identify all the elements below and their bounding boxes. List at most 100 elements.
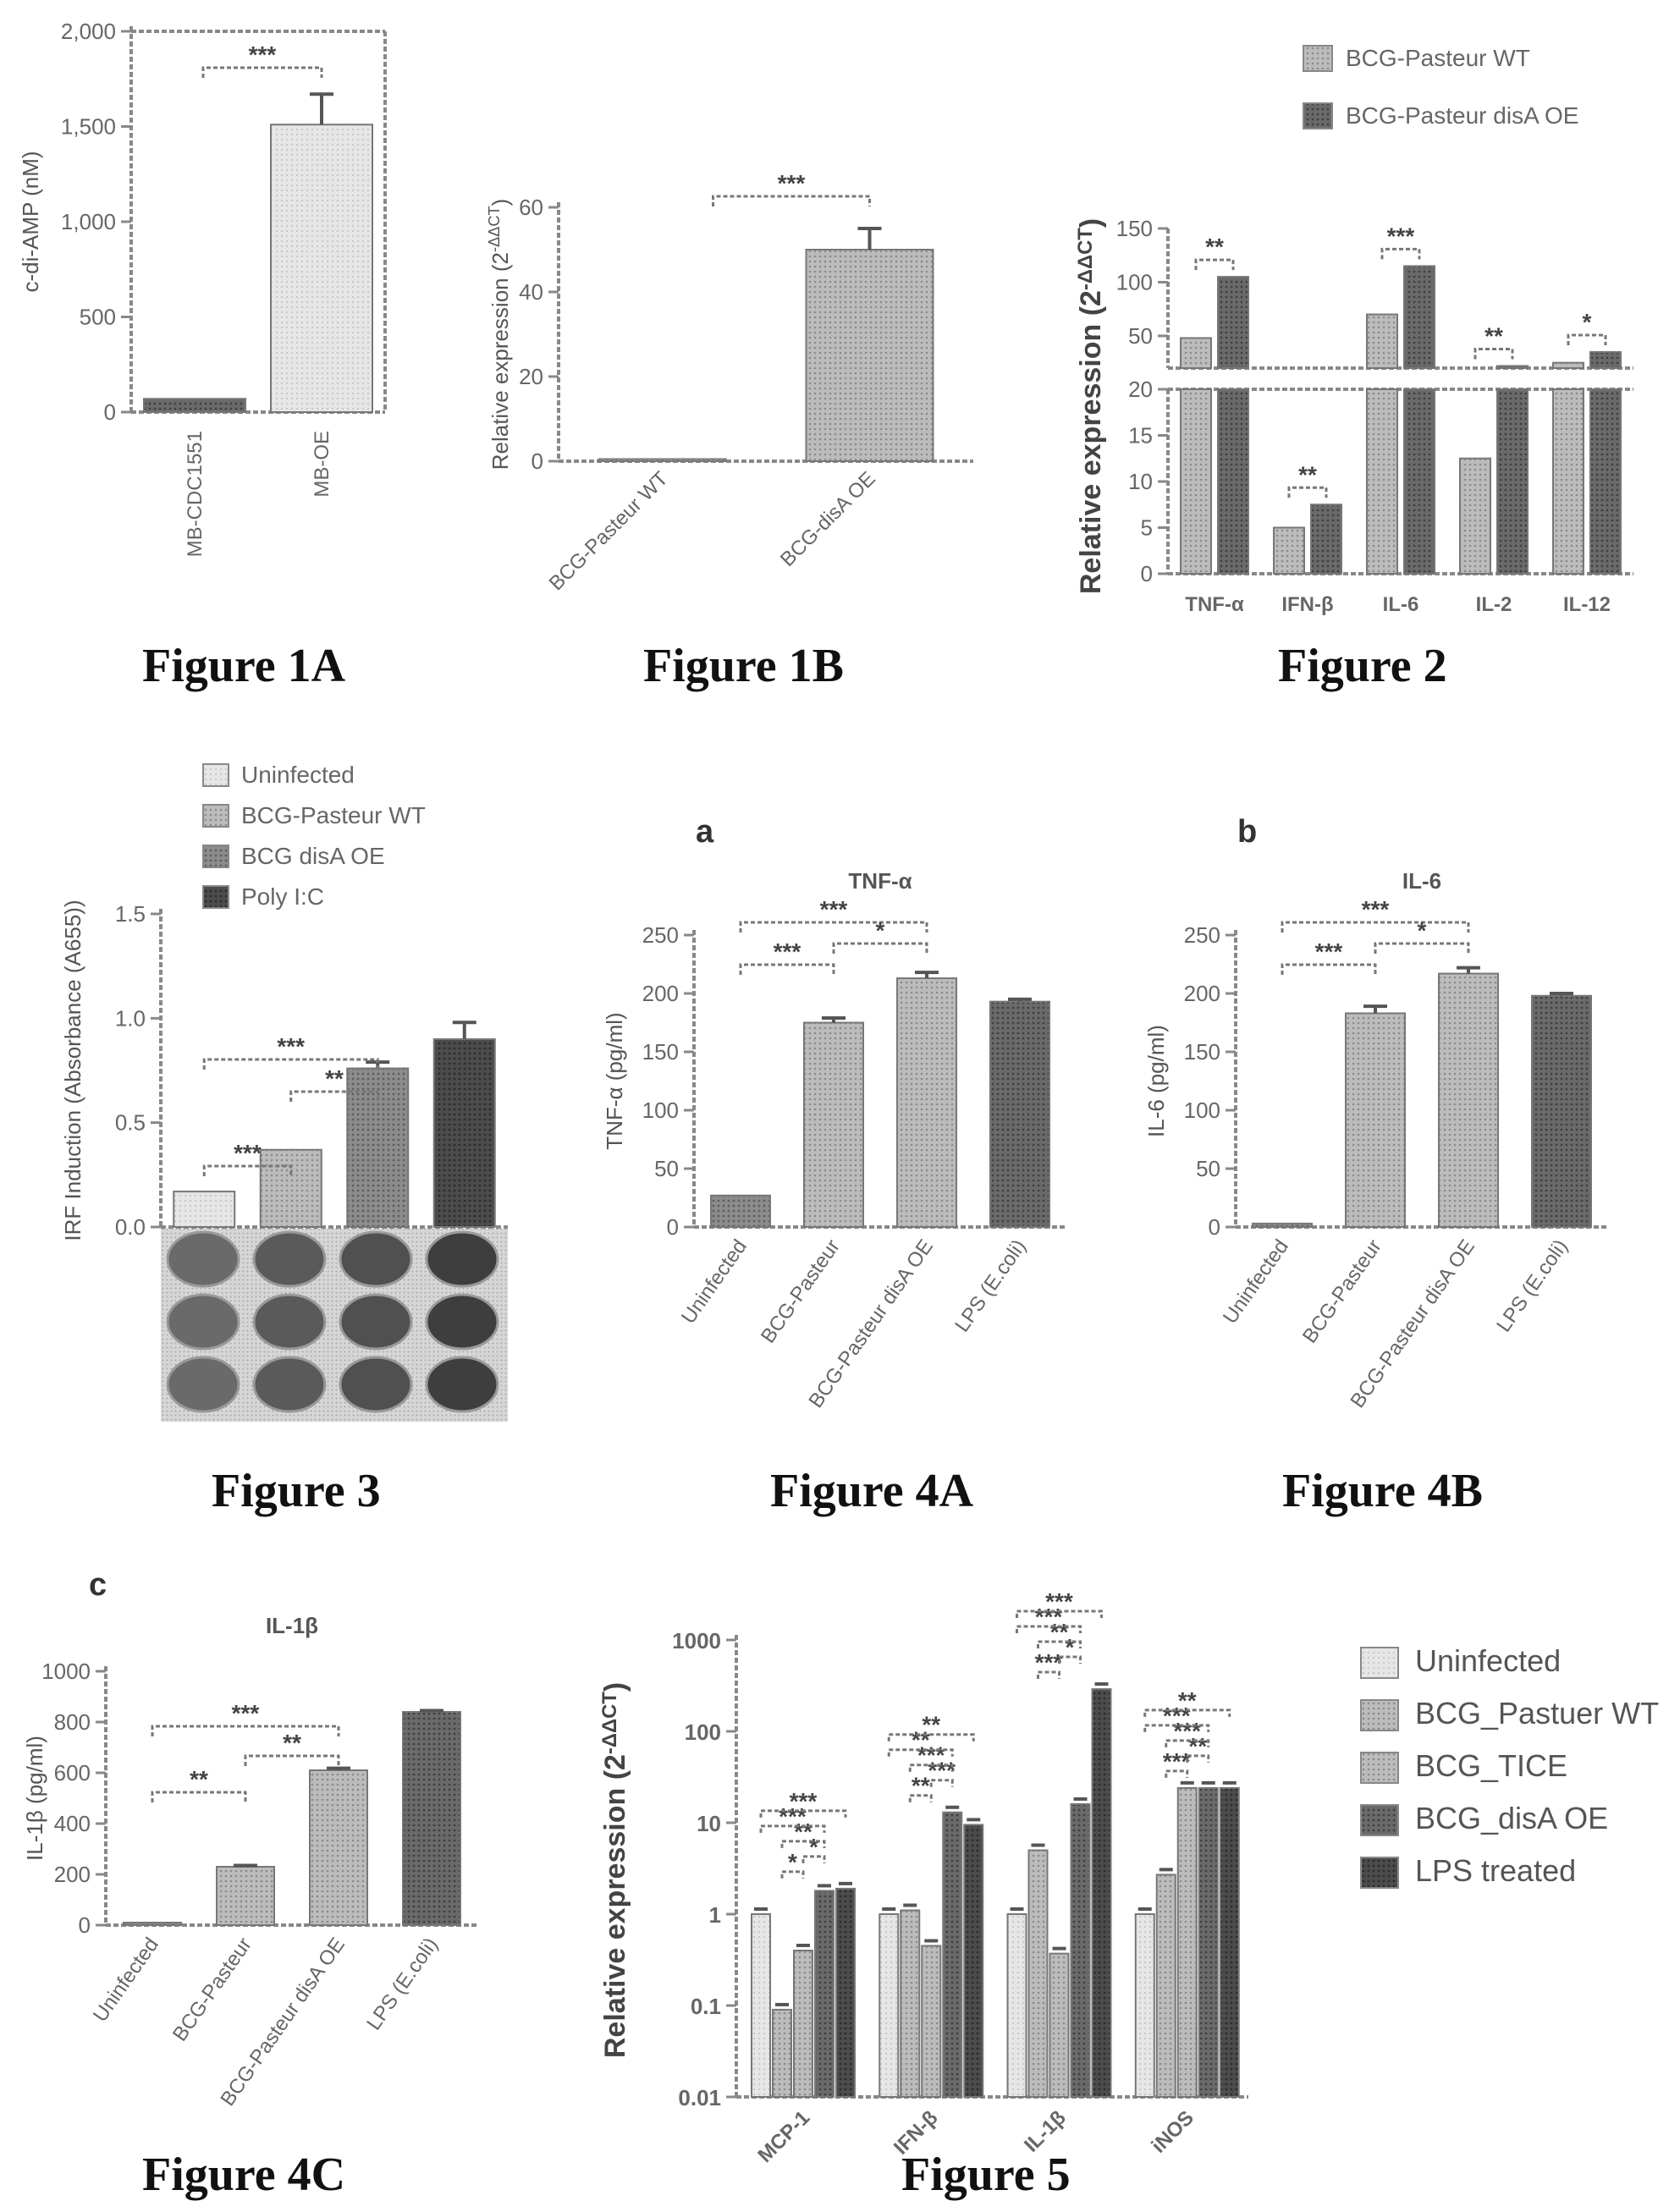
- significance-bracket: [887, 1748, 954, 1757]
- bar: [710, 1194, 771, 1228]
- category-label: IFN-β: [1281, 593, 1333, 616]
- well-plate-image: [161, 1229, 508, 1422]
- chart-fig4a: 0 50 100 150 200 250 TNF-α (pg/ml) TNF-α Uninfec…: [602, 868, 1066, 1412]
- category-label: BCG-Pasteur: [757, 1235, 845, 1347]
- legend-label: BCG_disA OE: [1415, 1801, 1608, 1835]
- y-axis-label: Relative expression (2-ΔΔCT): [486, 199, 513, 470]
- legend-label: BCG_TICE: [1415, 1748, 1567, 1783]
- category-label: iNOS: [1147, 2106, 1198, 2158]
- y-tick-label: 50: [1196, 1156, 1220, 1181]
- bar: [216, 1866, 275, 1926]
- category-label: BCG-Pasteur: [168, 1934, 256, 2045]
- y-tick-label: 2,000: [61, 19, 116, 44]
- y-axis-label: TNF-α (pg/ml): [602, 1012, 627, 1149]
- category-label: Uninfected: [677, 1235, 752, 1328]
- legend-swatch: [1360, 1857, 1399, 1889]
- significance-bracket: [712, 195, 871, 206]
- bar: [123, 1922, 182, 1926]
- category-label: MB-CDC1551: [184, 431, 207, 557]
- y-tick-label: 50: [654, 1156, 679, 1181]
- significance-label: ***: [917, 1742, 945, 1769]
- bar: [598, 458, 727, 462]
- significance-bracket: [887, 1733, 975, 1742]
- caption-fig5: Figure 5: [901, 2149, 1071, 2201]
- significance-bracket: [739, 963, 835, 975]
- y-tick-label: 200: [642, 981, 679, 1006]
- legend-swatch: [202, 804, 229, 828]
- y-tick-label: 0: [667, 1214, 679, 1240]
- significance-label: **: [1298, 461, 1317, 487]
- significance-label: **: [912, 1773, 930, 1799]
- legend-label: BCG-Pasteur WT: [241, 802, 426, 828]
- bar: [309, 1769, 368, 1926]
- significance-bracket: [832, 942, 928, 954]
- bar: [1091, 1688, 1112, 2099]
- significance-label: *: [1418, 917, 1427, 944]
- significance-bracket: [1143, 1709, 1231, 1717]
- bar: [1403, 265, 1435, 369]
- legend-swatch: [1360, 1647, 1399, 1679]
- bar: [143, 398, 246, 413]
- significance-bracket: [1165, 1739, 1210, 1747]
- legend-swatch: [1303, 45, 1333, 72]
- significance-label: ***: [1163, 1703, 1191, 1729]
- legend-swatch: [1360, 1699, 1399, 1731]
- y-tick-label: 0.01: [678, 2085, 721, 2110]
- significance-bracket: [1473, 347, 1514, 360]
- bar: [270, 124, 373, 413]
- legend-label: BCG_Pastuer WT: [1415, 1696, 1659, 1731]
- significance-bracket: [1037, 1670, 1060, 1680]
- category-label: MCP-1: [753, 2106, 814, 2167]
- significance-label: **: [1178, 1687, 1197, 1714]
- significance-bracket: [780, 1840, 826, 1848]
- bar: [1217, 276, 1249, 369]
- well: [166, 1356, 240, 1413]
- y-axis-label: IL-1β (pg/ml): [22, 1736, 47, 1861]
- bar: [1403, 388, 1435, 575]
- category-label: Uninfected: [89, 1934, 163, 2026]
- bar: [921, 1945, 942, 2099]
- chart-fig4c: 0 200 400 600 800 1000 IL-1β (pg/ml) IL-1β Uninf…: [22, 1613, 478, 2110]
- bar: [942, 1811, 963, 2098]
- y-tick-label: 15: [1128, 423, 1153, 448]
- significance-label: ***: [928, 1758, 956, 1784]
- y-tick-label: 1,500: [61, 114, 116, 140]
- well: [339, 1230, 413, 1288]
- significance-label: ***: [1163, 1748, 1191, 1775]
- bar: [1176, 1786, 1198, 2099]
- panel-letter-b: b: [1237, 814, 1257, 850]
- y-tick-label: 500: [80, 305, 116, 330]
- caption-fig1b: Figure 1B: [643, 640, 844, 692]
- legend-label: BCG disA OE: [241, 843, 385, 869]
- y-tick-label: 100: [642, 1098, 679, 1123]
- chart-fig5: 0.01 0.1 1 10 100 1000 Relative expression (2-…: [598, 1588, 1659, 2167]
- bar: [1531, 994, 1592, 1228]
- chart-fig4b: 0 50 100 150 200 250 IL-6 (pg/ml) IL-6 Uninfecte…: [1143, 868, 1608, 1412]
- bar: [751, 1913, 771, 2098]
- y-axis-label: c-di-AMP (nM): [18, 151, 43, 292]
- caption-fig3: Figure 3: [212, 1465, 381, 1517]
- y-tick-label: 1000: [41, 1659, 91, 1684]
- category-label: IL-12: [1563, 593, 1611, 616]
- significance-label: ***: [1362, 896, 1390, 922]
- bar: [1438, 972, 1499, 1229]
- bar: [1366, 388, 1398, 575]
- bar: [1459, 457, 1491, 575]
- significance-label: ***: [779, 1803, 807, 1830]
- well: [425, 1230, 499, 1288]
- bar: [1496, 365, 1529, 370]
- y-tick-label: 0: [1209, 1214, 1220, 1240]
- bar: [1496, 388, 1529, 575]
- bar: [1552, 388, 1584, 575]
- y-tick-label: 10: [1128, 469, 1153, 494]
- bar: [1070, 1802, 1091, 2099]
- significance-label: *: [809, 1834, 818, 1860]
- y-tick-label: 20: [1128, 377, 1153, 402]
- significance-bracket: [759, 1809, 847, 1818]
- category-label: LPS (E.coli): [1492, 1235, 1573, 1336]
- y-tick-label: 100: [1116, 269, 1153, 294]
- significance-label: ***: [234, 1140, 262, 1166]
- significance-bracket: [1143, 1724, 1210, 1732]
- bar: [1049, 1952, 1070, 2099]
